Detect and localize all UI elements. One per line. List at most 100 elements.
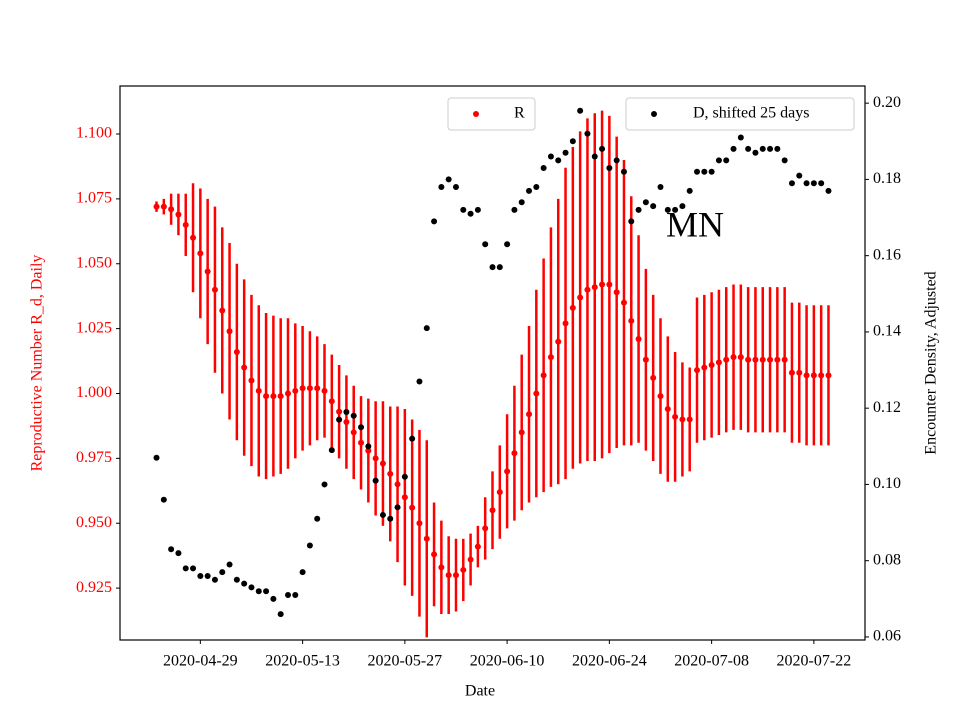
point <box>562 320 569 327</box>
point <box>620 168 627 175</box>
point <box>277 611 284 618</box>
point <box>650 203 657 210</box>
point <box>197 250 204 257</box>
point <box>358 439 365 446</box>
point <box>431 551 438 558</box>
point <box>606 281 613 288</box>
point <box>168 206 175 213</box>
point <box>664 406 671 413</box>
point <box>409 504 416 511</box>
point <box>599 281 606 288</box>
point <box>577 294 584 301</box>
point <box>160 496 167 503</box>
point <box>526 187 533 194</box>
point <box>781 356 788 363</box>
point <box>306 385 313 392</box>
point <box>803 180 810 187</box>
point <box>767 145 774 152</box>
point <box>810 180 817 187</box>
point <box>504 468 511 475</box>
point <box>219 307 226 314</box>
point <box>394 481 401 488</box>
point <box>818 372 825 379</box>
point <box>657 393 664 400</box>
y2-tick-label: 0.14 <box>873 323 901 340</box>
point <box>489 264 496 271</box>
x-tick-label: 2020-07-22 <box>777 653 852 670</box>
x-tick-label: 2020-04-29 <box>163 653 238 670</box>
point <box>555 338 562 345</box>
point <box>284 390 291 397</box>
point <box>284 592 291 599</box>
point <box>635 206 642 213</box>
point <box>679 416 686 423</box>
point <box>401 473 408 480</box>
point <box>694 367 701 374</box>
point <box>452 572 459 579</box>
legend-marker <box>473 111 479 117</box>
point <box>810 372 817 379</box>
point <box>745 145 752 152</box>
y2-tick-label: 0.20 <box>873 94 901 111</box>
point <box>518 429 525 436</box>
point <box>211 286 218 293</box>
point <box>577 107 584 114</box>
point <box>197 572 204 579</box>
point <box>387 515 394 522</box>
point <box>664 206 671 213</box>
y2-tick-label: 0.08 <box>873 551 901 568</box>
point <box>628 218 635 225</box>
point <box>474 206 481 213</box>
point <box>715 359 722 366</box>
point <box>438 564 445 571</box>
point <box>343 419 350 426</box>
point <box>233 348 240 355</box>
point <box>160 203 167 210</box>
point <box>774 356 781 363</box>
legend-marker <box>651 111 657 117</box>
point <box>686 187 693 194</box>
point <box>533 390 540 397</box>
y2-tick-label: 0.10 <box>873 475 901 492</box>
point <box>818 180 825 187</box>
x-axis-label: Date <box>465 683 495 700</box>
point <box>504 241 511 248</box>
legend-label: D, shifted 25 days <box>693 105 809 122</box>
point <box>511 206 518 213</box>
point <box>452 184 459 191</box>
point <box>723 157 730 164</box>
point <box>153 203 160 210</box>
x-tick-label: 2020-05-27 <box>368 653 443 670</box>
point <box>591 284 598 291</box>
point <box>314 515 321 522</box>
point <box>219 569 226 576</box>
point <box>496 264 503 271</box>
point <box>518 199 525 206</box>
point <box>416 520 423 527</box>
point <box>796 172 803 179</box>
point <box>358 424 365 431</box>
point <box>613 289 620 296</box>
point <box>204 268 211 275</box>
y-tick-label: 1.100 <box>76 125 112 142</box>
x-tick-label: 2020-05-13 <box>265 653 340 670</box>
point <box>540 372 547 379</box>
point <box>270 393 277 400</box>
y-tick-label: 1.025 <box>76 319 112 336</box>
point <box>803 372 810 379</box>
point <box>394 504 401 511</box>
point <box>379 511 386 518</box>
point <box>650 374 657 381</box>
point <box>321 481 328 488</box>
point <box>752 356 759 363</box>
legend-box <box>447 97 536 131</box>
point <box>241 580 248 587</box>
point <box>620 299 627 306</box>
point <box>584 130 591 137</box>
point <box>547 354 554 361</box>
point <box>694 168 701 175</box>
point <box>350 429 357 436</box>
point <box>153 454 160 461</box>
point <box>336 416 343 423</box>
point <box>263 393 270 400</box>
